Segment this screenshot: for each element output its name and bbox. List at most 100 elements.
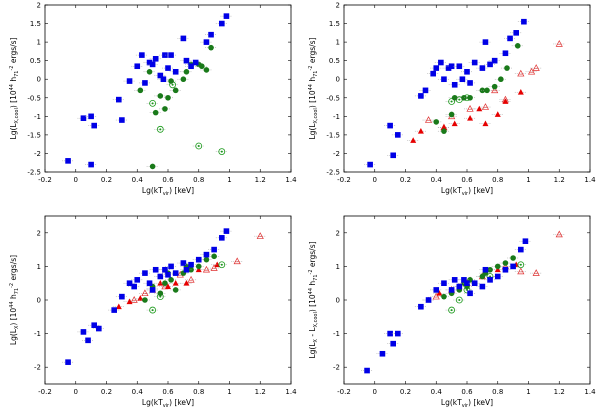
x-tick-label: 1 [526,176,530,184]
data-point-open-circle [149,99,157,107]
data-point-triangle [467,114,474,121]
data-point-square [211,246,217,253]
data-point-square [168,52,174,58]
data-point-square [459,76,466,83]
data-point-square [91,322,97,328]
x-axis-label: Lg(kTvir) [keV] [142,398,194,409]
data-point-dot [484,87,490,94]
y-tick-label: 0 [336,76,340,84]
y-tick-label: 2 [37,2,41,10]
y-axis-label-h: h [308,77,317,84]
x-tick-label: 0.8 [492,388,503,396]
y-axis-label-hsub: 71 [14,70,20,76]
data-point-square [448,63,455,70]
y-tick-label: -1.5 [27,131,41,139]
data-point-open-triangle [466,104,474,112]
data-point-square [65,158,71,164]
x-tick-label: 0.4 [431,388,443,396]
data-point-triangle [451,120,458,127]
data-point-square [418,303,424,310]
data-point-dot [514,43,521,49]
data-point-square [157,273,164,280]
data-point-square [471,280,478,286]
data-point-open-triangle [202,265,211,273]
data-point-open-triangle [527,67,536,75]
x-tick-label: -0.2 [337,176,351,184]
x-tick-label: 1.2 [255,176,266,184]
data-point-square [521,18,527,25]
data-point-square [162,52,168,58]
data-point-square [451,277,458,283]
y-tick-label: -1 [333,330,340,338]
y-axis-label-sup: 44 [308,288,314,294]
data-point-open-triangle [130,296,138,303]
x-tick-label: 1.2 [554,176,565,184]
data-point-open-triangle [187,275,195,283]
data-point-square [433,65,440,71]
data-point-open-circle [156,125,164,133]
y-axis-label: Lg(LX - LX,cool) [1044 h71-2 ergs/s] [308,241,319,358]
y-axis-label-main: Lg(L [308,342,317,359]
data-point-triangle [195,266,202,273]
data-point-square [219,235,225,241]
data-point-square [172,270,179,276]
plot-frame [343,4,591,173]
data-point-square [487,277,493,283]
y-axis-label-hsub: 71 [313,274,319,280]
data-point-dot [146,69,153,75]
open-circle-center [450,309,453,312]
x-axis-label: Lg(kTvir) [keV] [441,186,493,197]
data-point-square [471,59,478,66]
data-point-dot [183,69,190,75]
data-point-square [139,52,145,58]
y-tick-label: 0 [37,297,41,305]
data-point-open-circle [195,142,203,150]
y-tick-label: 1.5 [329,20,340,28]
data-point-square [203,39,210,45]
data-point-square [188,63,194,70]
y-tick-label: 0.5 [30,57,41,65]
data-point-square [119,293,125,300]
y-axis-label-hsup: -2 [9,65,15,70]
data-point-triangle [482,120,489,127]
data-point-square [126,78,133,84]
data-point-square [479,65,486,71]
data-point-square [451,81,458,88]
data-point-dot [502,260,509,266]
y-tick-label: 1 [37,263,41,271]
x-axis-label: Lg(kTvir) [keV] [441,398,493,409]
y-tick-label: -2.5 [326,169,340,177]
data-point-square [502,266,509,273]
data-point-dot [142,297,148,303]
x-axis-label-sub: vir [462,191,469,197]
data-point-dot [137,87,144,94]
x-axis-label-main: Lg(kT [142,186,163,195]
data-point-square [152,56,159,62]
open-circle-center [450,100,453,103]
y-axis-label-tail: ) [10 [308,90,317,108]
data-point-open-triangle [210,264,218,271]
data-point-open-triangle [161,282,169,290]
x-tick-label: 1 [227,176,231,184]
y-axis-label-end: ergs/s] [308,241,317,269]
data-point-dot [448,111,455,118]
data-point-square [88,113,94,120]
y-axis-label-sub: X [14,325,20,329]
data-point-open-triangle [424,116,433,123]
y-axis-label-end: ergs/s] [9,255,18,283]
data-point-square [502,50,509,57]
y-tick-label: 0 [336,297,340,305]
y-axis-label-main: Lg(L [308,123,317,140]
open-circle-center [458,98,461,101]
open-circle-center [458,299,461,301]
x-tick-label: 0.2 [400,176,411,184]
x-tick-label: 0.6 [461,176,473,184]
data-point-dot [479,87,486,94]
data-point-square [445,65,452,71]
data-point-dot [494,263,501,270]
data-point-square [522,238,529,244]
open-circle-center [519,263,522,266]
x-tick-label: 1.4 [285,176,297,184]
y-tick-label: -2 [333,150,340,158]
x-axis-label-sub: vir [462,403,469,409]
